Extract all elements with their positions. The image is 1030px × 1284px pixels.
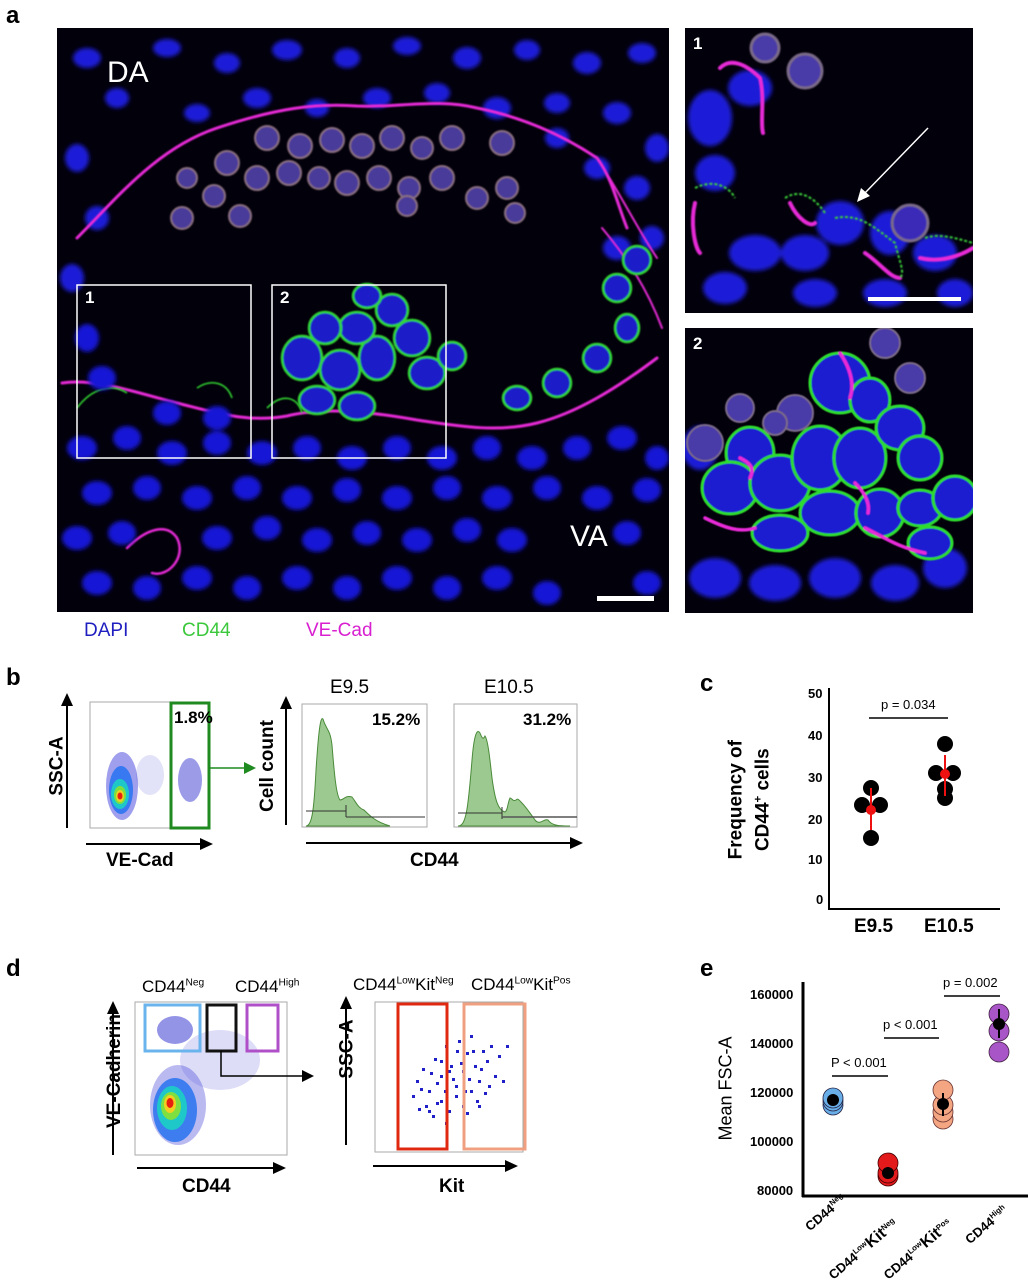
scale-bar <box>597 596 654 601</box>
label-ventral-aorta: VA <box>570 520 608 553</box>
e-ytick-120000: 120000 <box>750 1085 794 1100</box>
b-hist-title-e105: E10.5 <box>484 677 534 698</box>
e-ytick-100000: 100000 <box>750 1134 794 1149</box>
panel-b-letter: b <box>6 664 21 691</box>
panel-e-letter: e <box>700 955 714 982</box>
panel-c-letter: c <box>700 670 714 697</box>
d-scatter2-xlabel: Kit <box>439 1176 465 1197</box>
inset-2-label: 2 <box>693 334 703 353</box>
e-ytick-160000: 160000 <box>750 987 794 1002</box>
inset-1-image: 1 <box>685 28 973 313</box>
legend-cd44: CD44 <box>182 620 231 641</box>
c-xcat-e95: E9.5 <box>854 916 894 937</box>
b-scatter-ylabel: SSC-A <box>46 736 68 796</box>
d-gate-cd44high-label: CD44High <box>235 977 300 996</box>
box-2-label: 2 <box>280 288 290 307</box>
d-gate-kitneg-label: CD44LowKitNeg <box>353 975 454 994</box>
chart-e: 160000 140000 120000 100000 80000 Mean F… <box>690 950 1030 1282</box>
microscopy-main-graphic <box>60 37 669 605</box>
panel-a-letter: a <box>6 2 20 29</box>
e-ylabel: Mean FSC-A <box>715 1036 736 1141</box>
inset-box-2 <box>271 284 447 459</box>
d-gate-kitpos-label: CD44LowKitPos <box>471 975 571 994</box>
c-ylabel-cd44: CD44 <box>752 802 774 852</box>
c-ylabel: Frequency of CD44+ cells <box>690 660 810 950</box>
c-ylabel-line1: Frequency of <box>725 740 747 860</box>
legend-vecad: VE-Cad <box>306 620 373 641</box>
e-pvalue-3: p = 0.002 <box>943 975 998 990</box>
b-hist-ylabel: Cell count <box>256 720 278 812</box>
e-pvalue-1: P < 0.001 <box>831 1055 887 1070</box>
c-ylabel-cells: cells <box>752 748 774 796</box>
e-pvalue-2: p < 0.001 <box>883 1017 938 1032</box>
inset-box-1 <box>76 284 252 459</box>
legend-dapi: DAPI <box>84 620 129 641</box>
b-hist-pct-e105: 31.2% <box>523 710 572 729</box>
b-scatter-xlabel: VE-Cad <box>106 850 174 871</box>
d-scatter2-ylabel: SSC-A <box>336 1019 358 1079</box>
microscopy-main-image: DA VA 1 2 <box>57 28 669 612</box>
inset-1-label: 1 <box>693 34 703 53</box>
b-gate-percent: 1.8% <box>174 708 213 727</box>
box-1-label: 1 <box>85 288 95 307</box>
c-pvalue: p = 0.034 <box>881 697 936 712</box>
d-scatter1-ylabel: VE-Cadherin <box>104 1013 126 1129</box>
label-dorsal-aorta: DA <box>107 56 149 89</box>
chart-c: 50 40 30 20 10 0 p = 0.034 E9.5 E10.5 Fr… <box>690 660 1030 950</box>
e-ytick-140000: 140000 <box>750 1036 794 1051</box>
b-hist-xlabel: CD44 <box>410 850 459 871</box>
b-hist-title-e95: E9.5 <box>330 677 370 698</box>
c-xcat-e105: E10.5 <box>924 916 974 937</box>
panel-d-flow: VE-Cadherin CD44 CD44Neg CD44High SSC-A … <box>0 950 690 1197</box>
d-gate-cd44neg-label: CD44Neg <box>142 977 205 996</box>
panel-d-letter: d <box>6 955 21 982</box>
inset-2-image: 2 <box>685 328 973 613</box>
b-hist-pct-e95: 15.2% <box>372 710 421 729</box>
e-ytick-80000: 80000 <box>757 1183 794 1198</box>
c-ylabel-plus: + <box>752 795 765 803</box>
d-scatter1-xlabel: CD44 <box>182 1176 231 1197</box>
panel-b-flow: SSC-A VE-Cad 1.8% E9.5 E10.5 15.2% 31.2%… <box>0 660 690 871</box>
